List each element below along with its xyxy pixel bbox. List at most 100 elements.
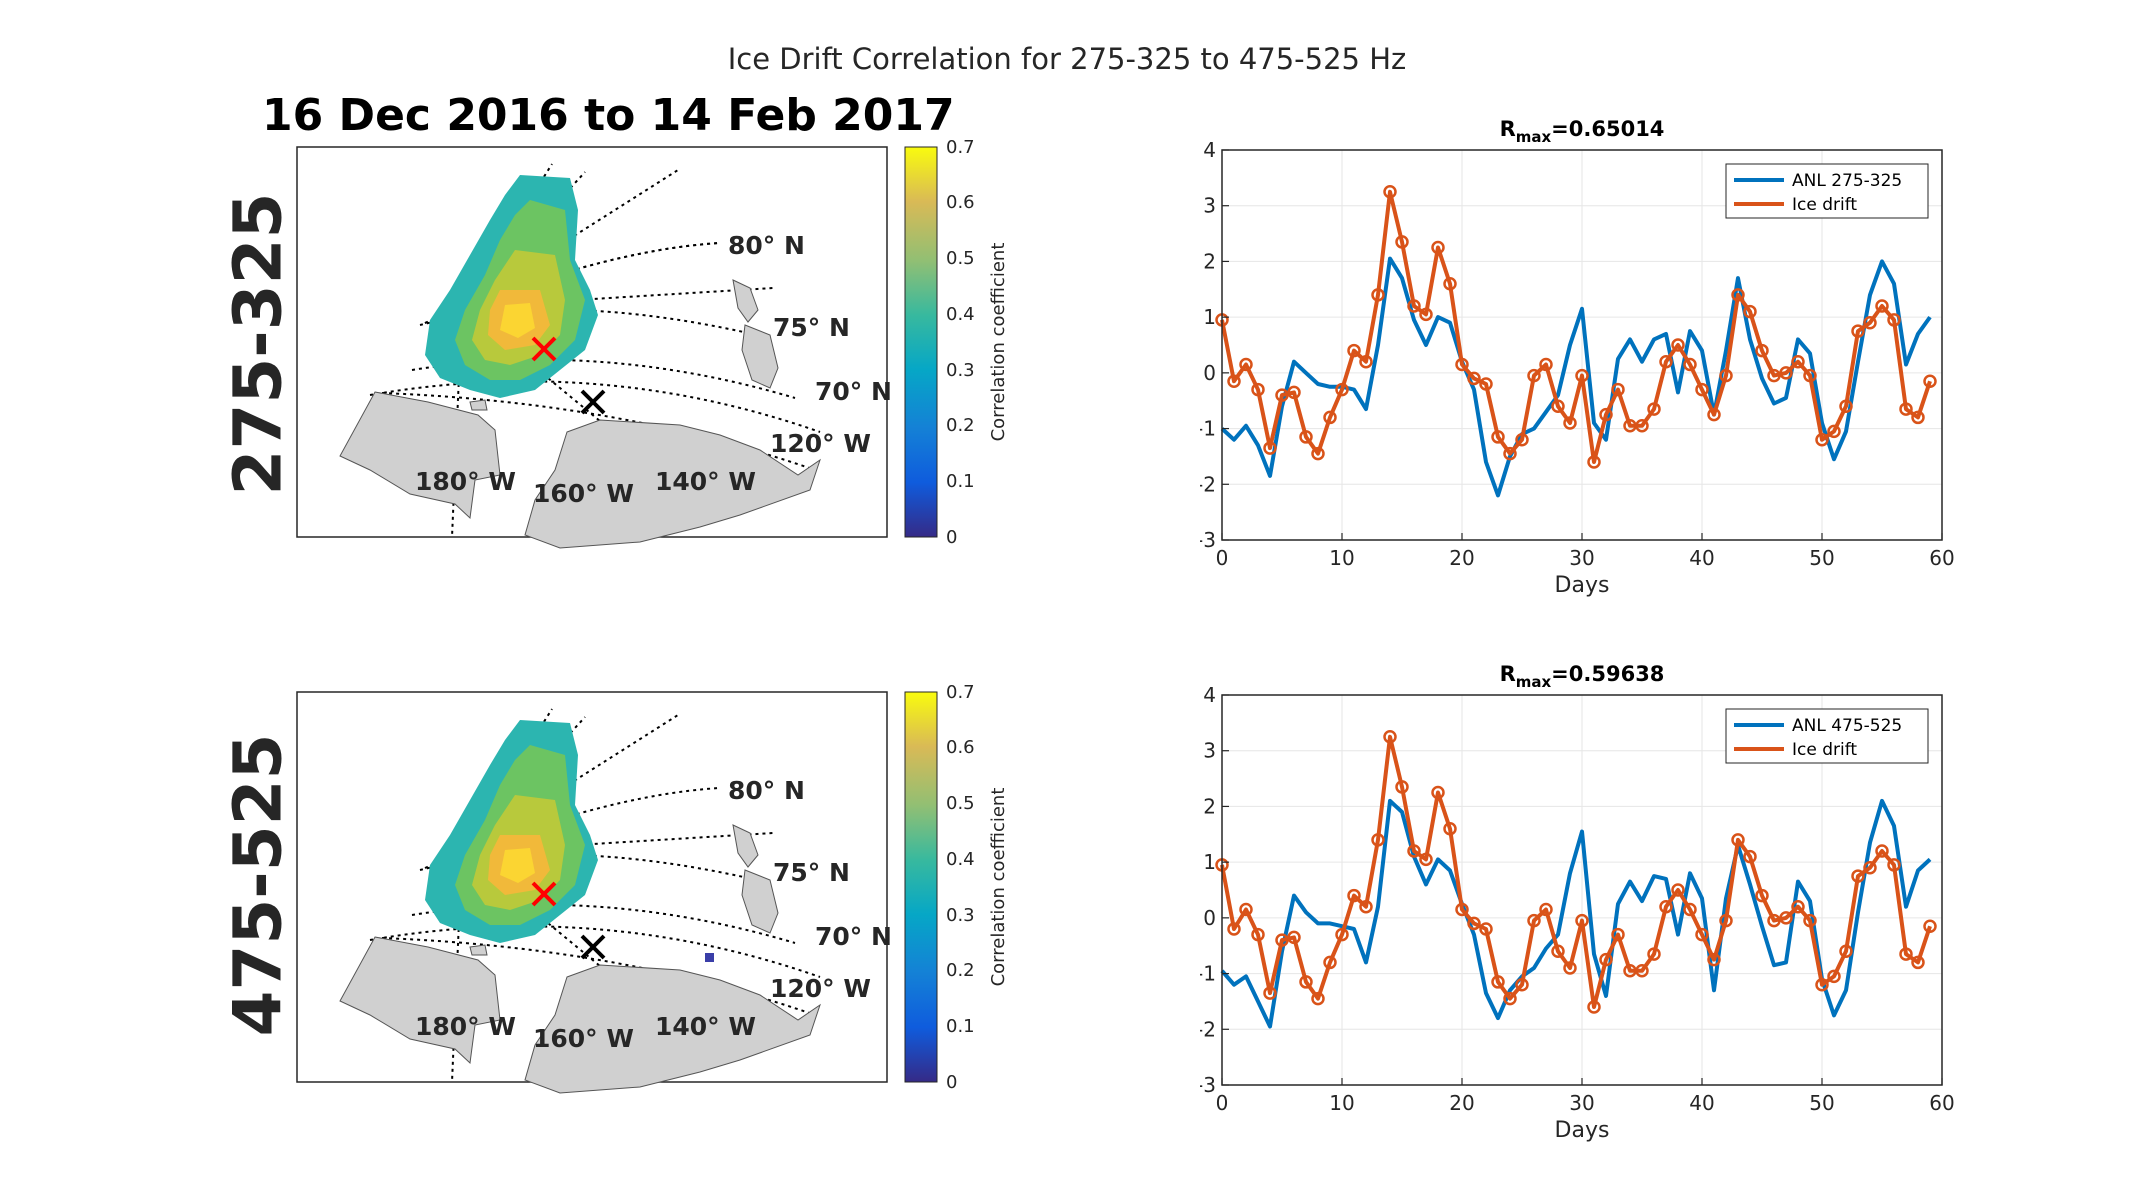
data-point (1767, 368, 1781, 383)
data-point (1527, 368, 1541, 383)
data-point (1875, 844, 1889, 858)
data-point (1659, 354, 1673, 369)
data-point (1323, 955, 1337, 970)
data-point (1443, 276, 1457, 291)
colorbar-gradient (904, 691, 938, 1083)
data-point (1575, 368, 1589, 383)
data-point (1551, 399, 1565, 414)
lon-label-160: 160° W (533, 1024, 634, 1053)
x-tick-label: 40 (1689, 546, 1714, 570)
period-title: 16 Dec 2016 to 14 Feb 2017 (262, 90, 955, 141)
data-point (1563, 961, 1577, 975)
lat-label-70: 70° N (815, 922, 892, 951)
data-point (1827, 424, 1841, 439)
legend-label: ANL 475-525 (1792, 716, 1902, 736)
legend: ANL 275-325 Ice drift (1725, 163, 1929, 219)
data-point (1227, 922, 1241, 936)
y-tick-label: -3 (1200, 528, 1216, 552)
colorbar-label: Correlation coefficient (988, 788, 1009, 987)
data-point (1563, 416, 1577, 430)
data-point (1695, 382, 1709, 397)
map-2: 80° N 75° N 70° N 180° W 160° W 140° W 1… (296, 691, 892, 1094)
data-point (1287, 930, 1301, 945)
data-point (1839, 944, 1853, 959)
data-point (1803, 913, 1817, 928)
colorbar-tick: 0 (946, 527, 957, 548)
data-point (1731, 833, 1745, 847)
lon-label-180: 180° W (415, 1012, 516, 1041)
data-point (1911, 955, 1925, 970)
y-tick-label: 3 (1203, 194, 1216, 218)
lon-label-160: 160° W (533, 479, 634, 508)
data-point (1503, 991, 1517, 1006)
data-point (1395, 780, 1409, 794)
data-point (1299, 430, 1313, 444)
x-tick-label: 0 (1216, 1091, 1229, 1115)
data-point (1419, 852, 1433, 867)
data-point (1287, 385, 1301, 400)
data-point (1875, 299, 1889, 313)
data-point (1743, 304, 1757, 319)
colorbar-gradient (904, 146, 938, 538)
x-tick-label: 60 (1929, 546, 1954, 570)
data-point (1395, 235, 1409, 249)
black-cross-marker (580, 389, 606, 415)
data-point (1491, 975, 1505, 989)
colorbar-label: Correlation coefficient (988, 243, 1009, 442)
data-point (1923, 919, 1937, 933)
y-tick-label: 2 (1203, 249, 1216, 273)
data-point (1599, 952, 1613, 967)
data-point (1719, 913, 1733, 928)
colorbar-tick: 0.3 (946, 905, 975, 926)
data-point (1755, 343, 1769, 358)
data-point (1851, 869, 1865, 883)
legend-box (1725, 163, 1929, 219)
red-cross-marker (531, 881, 557, 907)
data-point (1455, 357, 1469, 372)
lon-label-180: 180° W (415, 467, 516, 496)
colorbar-tick: 0.5 (946, 248, 975, 269)
correlation-heatmap (425, 720, 714, 962)
data-point (1743, 849, 1757, 864)
data-point (1611, 382, 1625, 397)
data-point (1359, 899, 1373, 914)
data-point (1431, 785, 1445, 800)
y-tick-label: -1 (1200, 417, 1216, 441)
y-tick-label: 0 (1203, 361, 1216, 385)
line-chart-1: 0 10 20 30 40 50 60 -3 -2 -1 0 1 2 3 4 Days Rmax=0.65014… (1200, 117, 1955, 598)
data-point (1323, 410, 1337, 425)
data-point (1887, 313, 1901, 327)
data-point (1383, 730, 1397, 744)
data-point (1239, 902, 1253, 917)
data-point (1275, 388, 1289, 402)
x-tick-label: 40 (1689, 1091, 1714, 1115)
data-point (1431, 240, 1445, 255)
data-point (1851, 324, 1865, 338)
black-cross-marker (580, 934, 606, 960)
y-tick-label: -2 (1200, 472, 1216, 496)
data-point (1683, 357, 1697, 372)
data-point (1419, 307, 1433, 322)
data-point (1671, 338, 1685, 352)
colorbar-2: 0.7 0.6 0.5 0.4 0.3 0.2 0.1 0 Correlatio… (904, 685, 1009, 1093)
data-point (1527, 913, 1541, 928)
data-point (1575, 913, 1589, 928)
land-masses (339, 824, 821, 1094)
colorbar-tick: 0.4 (946, 304, 975, 325)
data-point (1539, 902, 1553, 917)
data-point (1647, 402, 1661, 416)
data-point (1803, 368, 1817, 383)
x-axis-label: Days (1555, 1118, 1610, 1143)
heatmap-outlier-cell (705, 953, 714, 962)
data-point (1719, 368, 1733, 383)
y-tick-label: 3 (1203, 739, 1216, 763)
data-point (1503, 446, 1517, 461)
data-point (1263, 986, 1277, 1000)
y-tick-label: -1 (1200, 962, 1216, 986)
data-point (1635, 964, 1649, 978)
lat-label-70: 70° N (815, 377, 892, 406)
x-tick-label: 30 (1569, 546, 1594, 570)
data-point (1299, 975, 1313, 989)
x-tick-label: 0 (1216, 546, 1229, 570)
x-tick-label: 10 (1329, 546, 1354, 570)
